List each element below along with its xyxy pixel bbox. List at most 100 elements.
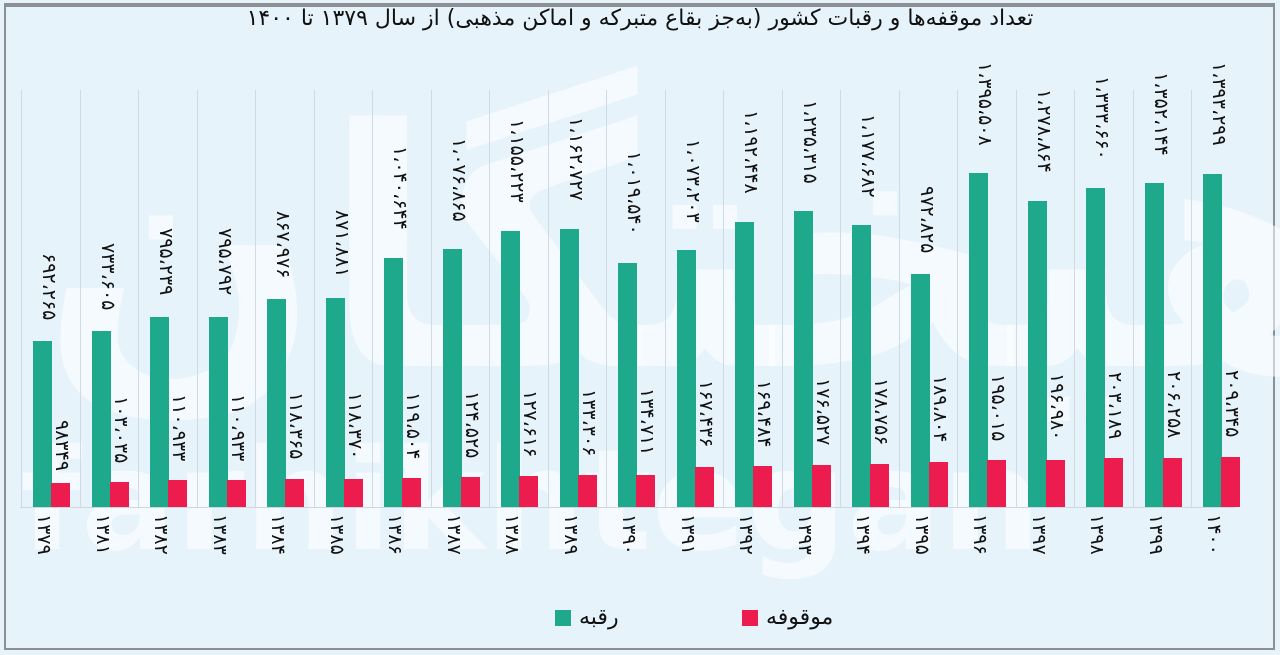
gridline	[430, 90, 432, 507]
bar-mowqufe-1393	[811, 464, 831, 507]
bar-raqabe-1384	[267, 299, 286, 507]
value-label-raqabe-1399: ۱،۳۵۲،۱۴۴	[1149, 71, 1172, 156]
chart-title: تعداد موقفه‌ها و رقبات کشور (به‌جز بقاع …	[246, 6, 1034, 31]
value-label-raqabe-1391: ۱،۰۷۳،۲۰۳	[681, 138, 704, 223]
value-label-raqabe-1385: ۸۷۱،۸۸۱	[330, 209, 353, 278]
bar-mowqufe-1389	[577, 475, 597, 507]
value-label-mowqufe-1396: ۱۹۵،۰۱۵	[987, 373, 1009, 442]
value-label-raqabe-1393: ۱،۲۳۵،۳۱۵	[798, 99, 821, 184]
value-label-mowqufe-1387: ۱۲۴،۵۲۵	[460, 390, 483, 459]
x-tick-1398: ۱۳۹۸	[1086, 514, 1108, 555]
value-label-raqabe-1392: ۱،۱۹۲،۴۴۸	[740, 110, 762, 194]
bar-mowqufe-1397	[1045, 459, 1065, 507]
value-label-mowqufe-1386: ۱۱۹،۵۰۴	[402, 391, 424, 460]
gridline	[138, 90, 139, 507]
bar-raqabe-1394	[852, 225, 871, 507]
gridline	[372, 90, 373, 507]
gridline	[1074, 90, 1075, 507]
x-tick-1399: ۱۳۹۹	[1144, 514, 1167, 555]
bar-raqabe-1388	[501, 230, 520, 507]
value-label-raqabe-1389: ۱،۱۶۲،۷۲۷	[564, 117, 587, 201]
bar-raqabe-1383	[208, 316, 228, 507]
legend-label-mowqufe: موقوفه	[766, 605, 834, 630]
gridline	[606, 90, 607, 507]
value-label-mowqufe-1392: ۱۶۹،۴۸۴	[753, 379, 775, 448]
bar-raqabe-1385	[325, 298, 345, 507]
gridline	[957, 90, 958, 507]
value-label-mowqufe-1391: ۱۶۷،۴۳۶	[694, 380, 717, 448]
value-label-raqabe-1398: ۱،۳۳۳،۶۶۰	[1091, 76, 1113, 160]
bar-raqabe-1391	[676, 250, 696, 507]
bar-mowqufe-1400	[1221, 456, 1240, 507]
x-tick-1382: ۱۳۸۲	[150, 514, 172, 555]
value-label-raqabe-1384: ۸۶۷،۹۷۶	[272, 210, 294, 279]
value-label-raqabe-1396: ۱،۳۹۵،۵۰۸	[974, 61, 996, 146]
x-tick-1379: ۱۳۷۹	[33, 514, 55, 555]
legend-swatch-mowqufe	[742, 609, 758, 626]
bar-mowqufe-1390	[636, 474, 655, 507]
bar-raqabe-1390	[618, 262, 637, 507]
value-label-mowqufe-1400: ۲۰۹،۳۴۵	[1221, 370, 1243, 438]
value-label-raqabe-1390: ۱،۰۱۹،۵۴۰	[623, 151, 645, 236]
value-label-raqabe-1383: ۷۹۵،۷۹۲	[213, 228, 236, 296]
x-tick-1384: ۱۳۸۴	[267, 514, 289, 555]
bar-mowqufe-1387	[460, 477, 480, 507]
gridline	[489, 90, 490, 507]
value-label-mowqufe-1384: ۱۱۸،۳۶۵	[285, 392, 307, 460]
bar-mowqufe-1381	[109, 482, 129, 507]
bar-raqabe-1396	[969, 173, 988, 507]
bar-mowqufe-1379	[51, 483, 70, 507]
value-label-raqabe-1397: ۱،۲۷۸،۸۶۴	[1032, 89, 1055, 174]
bar-raqabe-1379	[33, 341, 52, 507]
bar-mowqufe-1383	[226, 480, 246, 507]
bar-raqabe-1399	[1144, 183, 1164, 507]
gridline	[313, 90, 315, 507]
bar-mowqufe-1394	[870, 464, 889, 507]
value-label-raqabe-1379: ۶۹۲،۲۶۵	[38, 252, 60, 321]
x-tick-1383: ۱۳۸۳	[208, 514, 231, 555]
gridline	[664, 90, 666, 507]
gridline	[21, 90, 22, 507]
x-tick-1389: ۱۳۸۹	[559, 514, 582, 555]
bar-raqabe-1381	[91, 331, 111, 507]
bar-raqabe-1382	[150, 316, 169, 507]
legend-label-raqabe: رقبه	[579, 605, 619, 630]
x-tick-1397: ۱۳۹۷	[1027, 514, 1050, 555]
value-label-raqabe-1382: ۷۹۵،۲۳۹	[155, 228, 177, 296]
bar-mowqufe-1386	[402, 478, 421, 507]
value-label-mowqufe-1395: ۱۸۹،۸۰۴	[928, 375, 951, 443]
legend: رقبه موقوفه	[0, 605, 1280, 635]
value-label-raqabe-1381: ۷۳۳،۶۰۵	[96, 242, 119, 311]
value-label-mowqufe-1381: ۱۰۳،۰۳۵	[109, 395, 132, 464]
value-label-mowqufe-1383: ۱۱۰،۹۳۳	[226, 393, 249, 462]
value-label-mowqufe-1382: ۱۱۰،۹۳۳	[168, 393, 190, 462]
x-tick-1391: ۱۳۹۱	[676, 514, 699, 555]
x-tick-1386: ۱۳۸۶	[384, 514, 406, 555]
bar-mowqufe-1391	[694, 466, 714, 507]
bar-raqabe-1386	[384, 257, 403, 507]
bar-raqabe-1395	[910, 274, 930, 507]
x-tick-1392: ۱۳۹۲	[735, 514, 757, 555]
bar-mowqufe-1399	[1162, 457, 1182, 507]
x-tick-1381: ۱۳۸۱	[91, 514, 114, 555]
gridline	[898, 90, 900, 507]
value-label-raqabe-1386: ۱،۰۴۰،۶۴۴	[389, 146, 411, 231]
x-tick-1385: ۱۳۸۵	[325, 514, 348, 555]
bar-mowqufe-1388	[519, 476, 538, 507]
gridline	[547, 90, 549, 507]
gridline	[723, 90, 724, 507]
gridline	[840, 90, 841, 507]
x-tick-1396: ۱۳۹۶	[969, 514, 991, 555]
value-label-mowqufe-1389: ۱۳۳،۳۰۶	[577, 388, 600, 456]
gridline	[79, 90, 81, 507]
value-label-mowqufe-1388: ۱۲۷،۶۱۶	[519, 389, 541, 458]
bar-mowqufe-1385	[343, 478, 363, 507]
value-label-raqabe-1387: ۱،۰۷۶،۸۶۵	[447, 137, 470, 222]
value-label-mowqufe-1394: ۱۷۸،۷۵۶	[870, 377, 892, 446]
x-tick-1387: ۱۳۸۷	[442, 514, 465, 555]
bar-raqabe-1387	[442, 249, 462, 507]
value-label-raqabe-1388: ۱،۱۵۵،۲۲۳	[506, 119, 528, 203]
gridline	[1191, 90, 1192, 507]
value-label-mowqufe-1397: ۱۹۶،۹۸۰	[1045, 373, 1068, 441]
bar-raqabe-1392	[735, 221, 754, 507]
